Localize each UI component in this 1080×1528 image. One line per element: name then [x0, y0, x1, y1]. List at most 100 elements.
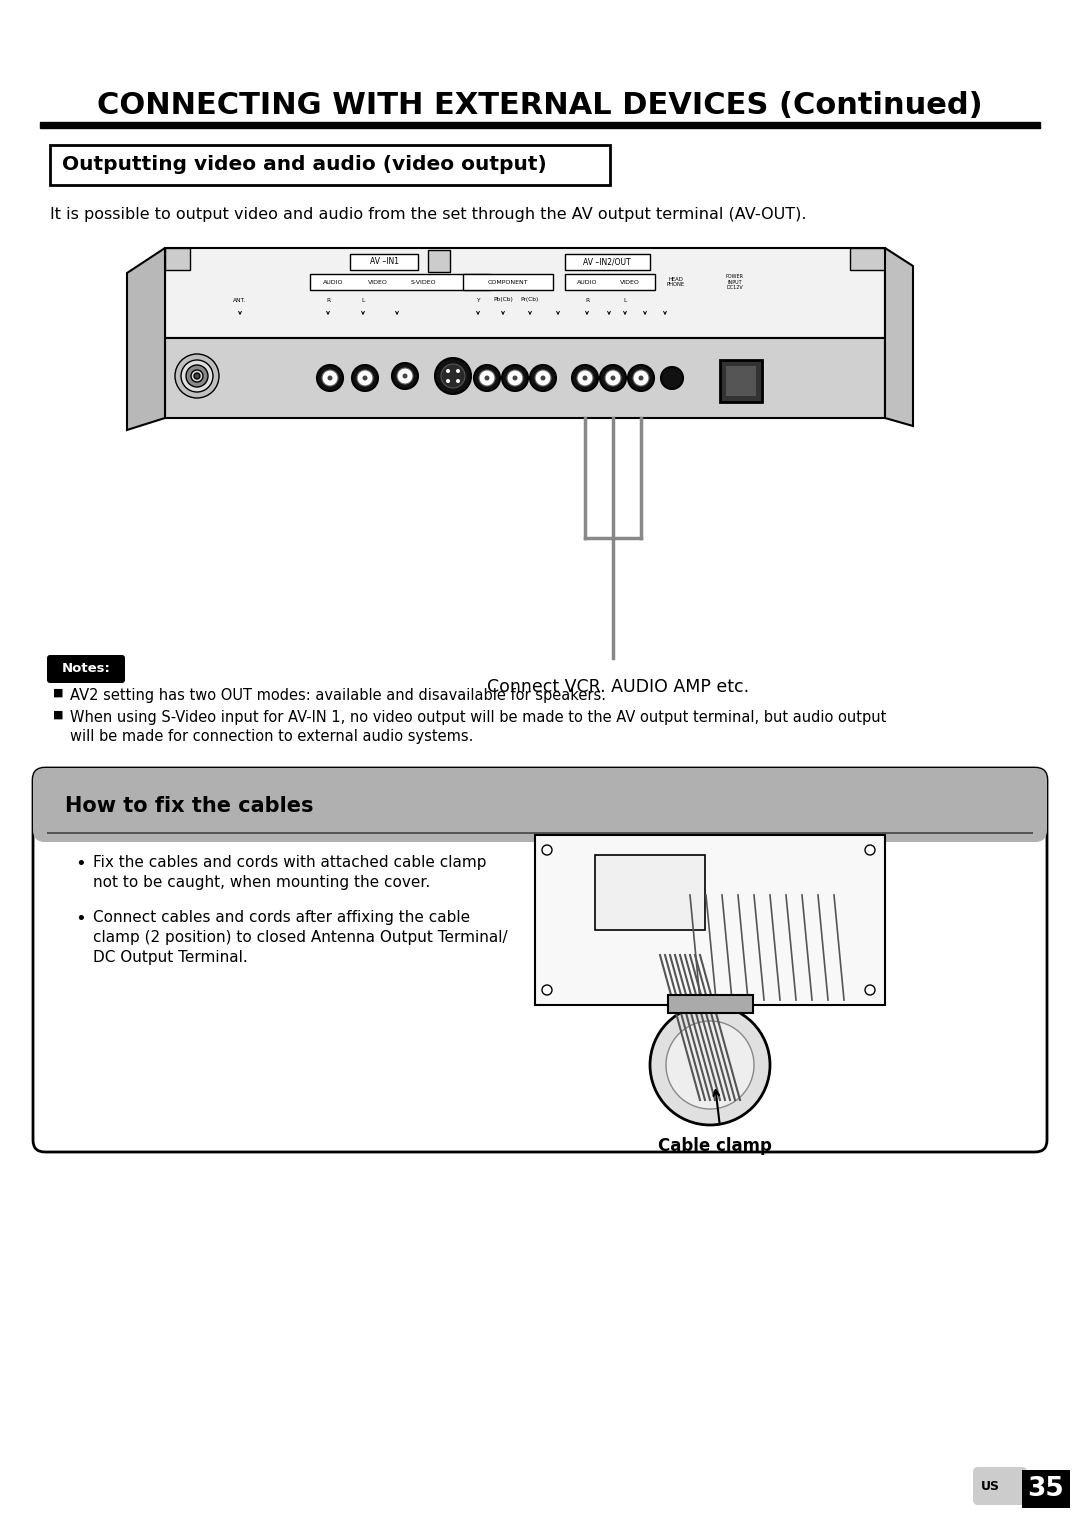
Circle shape: [666, 1021, 754, 1109]
Bar: [40, 122, 1040, 128]
Circle shape: [577, 370, 593, 387]
Bar: [595, 856, 705, 931]
Bar: [720, 361, 762, 402]
Text: L: L: [362, 298, 365, 303]
Bar: [46, 816, 1034, 833]
Text: clamp (2 position) to closed Antenna Output Terminal/: clamp (2 position) to closed Antenna Out…: [93, 931, 508, 944]
Circle shape: [513, 376, 517, 380]
Circle shape: [456, 379, 460, 384]
Text: Pb(Cb): Pb(Cb): [494, 298, 513, 303]
Text: Fix the cables and cords with attached cable clamp: Fix the cables and cords with attached c…: [93, 856, 486, 869]
Text: It is possible to output video and audio from the set through the AV output term: It is possible to output video and audio…: [50, 206, 807, 222]
Bar: [463, 274, 553, 290]
Text: Connect cables and cords after affixing the cable: Connect cables and cords after affixing …: [93, 911, 470, 924]
Circle shape: [633, 370, 649, 387]
Circle shape: [507, 370, 523, 387]
Text: POWER
INPUT
DC12V: POWER INPUT DC12V: [726, 274, 744, 290]
Text: AUDIO: AUDIO: [323, 280, 343, 284]
Circle shape: [446, 379, 450, 384]
Text: Notes:: Notes:: [62, 663, 110, 675]
Bar: [165, 248, 190, 270]
Circle shape: [627, 365, 654, 391]
Polygon shape: [127, 248, 165, 429]
Circle shape: [456, 368, 460, 373]
Bar: [310, 274, 490, 290]
Bar: [726, 367, 756, 396]
Text: not to be caught, when mounting the cover.: not to be caught, when mounting the cove…: [93, 876, 430, 889]
Circle shape: [474, 365, 500, 391]
Circle shape: [638, 376, 644, 380]
Text: COMPONENT: COMPONENT: [488, 280, 528, 284]
Circle shape: [357, 370, 373, 387]
FancyBboxPatch shape: [33, 769, 1047, 1152]
Text: S-VIDEO: S-VIDEO: [410, 280, 436, 284]
Text: R: R: [585, 298, 589, 303]
Text: How to fix the cables: How to fix the cables: [65, 796, 313, 816]
Circle shape: [865, 845, 875, 856]
Bar: [535, 834, 885, 1005]
Text: will be made for connection to external audio systems.: will be made for connection to external …: [70, 729, 473, 744]
Text: HEAD
PHONE: HEAD PHONE: [667, 277, 685, 287]
Text: L: L: [623, 298, 626, 303]
Circle shape: [542, 845, 552, 856]
Text: CONNECTING WITH EXTERNAL DEVICES (Continued): CONNECTING WITH EXTERNAL DEVICES (Contin…: [97, 90, 983, 119]
Text: •: •: [75, 856, 85, 872]
Circle shape: [605, 370, 621, 387]
Circle shape: [175, 354, 219, 397]
Circle shape: [610, 376, 616, 380]
Circle shape: [435, 358, 471, 394]
Circle shape: [318, 365, 343, 391]
Text: Outputting video and audio (video output): Outputting video and audio (video output…: [62, 156, 546, 174]
Text: AV –IN2/OUT: AV –IN2/OUT: [583, 258, 631, 266]
Text: Cable clamp: Cable clamp: [658, 1137, 772, 1155]
Bar: [50, 145, 610, 185]
FancyBboxPatch shape: [973, 1467, 1027, 1505]
Circle shape: [352, 365, 378, 391]
Circle shape: [865, 986, 875, 995]
FancyBboxPatch shape: [48, 656, 125, 683]
Bar: [850, 248, 885, 270]
Circle shape: [542, 986, 552, 995]
Text: Y: Y: [476, 298, 480, 303]
Circle shape: [191, 370, 203, 382]
Circle shape: [480, 370, 495, 387]
Circle shape: [403, 373, 407, 379]
Circle shape: [397, 368, 413, 384]
Polygon shape: [885, 248, 913, 426]
Circle shape: [540, 376, 545, 380]
Circle shape: [535, 370, 551, 387]
Text: R: R: [326, 298, 330, 303]
Text: AV –IN1: AV –IN1: [369, 258, 399, 266]
Bar: [669, 995, 753, 1013]
Bar: [428, 251, 450, 272]
Circle shape: [186, 365, 208, 387]
Text: When using S-Video input for AV-IN 1, no video output will be made to the AV out: When using S-Video input for AV-IN 1, no…: [70, 711, 887, 724]
Bar: [1022, 1470, 1070, 1508]
Text: VIDEO: VIDEO: [620, 280, 640, 284]
Text: Pr(Cb): Pr(Cb): [521, 298, 539, 303]
Text: US: US: [981, 1479, 999, 1493]
Circle shape: [446, 368, 450, 373]
Circle shape: [441, 364, 465, 388]
Circle shape: [322, 370, 338, 387]
Text: 35: 35: [1028, 1476, 1065, 1502]
Bar: [565, 274, 654, 290]
Text: •: •: [75, 911, 85, 927]
Circle shape: [181, 361, 213, 393]
Text: AV2 setting has two OUT modes: available and disavailable for speakers.: AV2 setting has two OUT modes: available…: [70, 688, 606, 703]
Bar: [165, 338, 885, 419]
Circle shape: [530, 365, 556, 391]
Circle shape: [327, 376, 333, 380]
Circle shape: [194, 373, 200, 379]
Bar: [48, 833, 1032, 834]
Circle shape: [582, 376, 588, 380]
Text: ■: ■: [53, 688, 64, 698]
Circle shape: [502, 365, 528, 391]
Text: DC Output Terminal.: DC Output Terminal.: [93, 950, 247, 966]
Circle shape: [661, 367, 683, 390]
Text: ANT.: ANT.: [233, 298, 246, 303]
Circle shape: [485, 376, 489, 380]
Text: Connect VCR. AUDIO AMP etc.: Connect VCR. AUDIO AMP etc.: [487, 678, 750, 695]
Bar: [350, 254, 418, 270]
Circle shape: [363, 376, 367, 380]
